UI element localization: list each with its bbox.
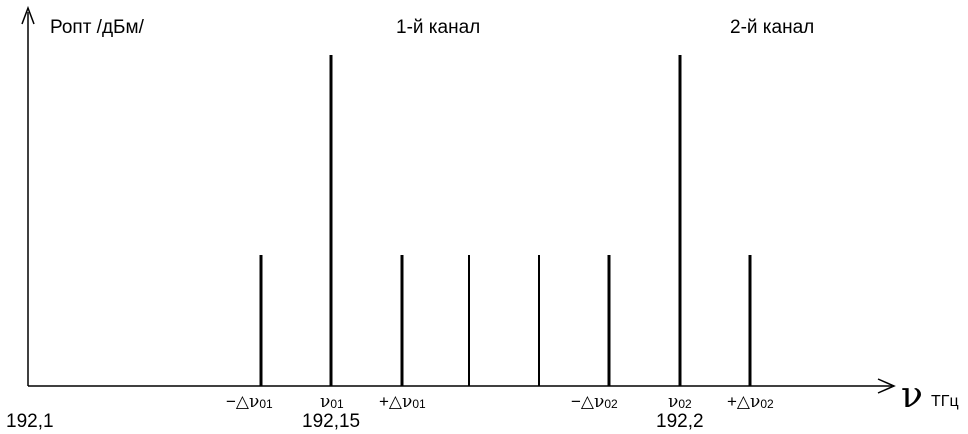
- tick-plus-dv01: +△ν01: [379, 393, 426, 411]
- tick-plus-dv02: +△ν02: [727, 393, 774, 411]
- tick-minus-dv02: −△ν02: [571, 393, 618, 411]
- channel-1-label: 1-й канал: [396, 17, 481, 38]
- tick-v02-nu: ν: [668, 392, 679, 412]
- x-axis-arrowhead: [877, 378, 896, 394]
- tick-v02-sub: 02: [678, 397, 692, 411]
- tick-minus-dv01: −△ν01: [226, 393, 273, 411]
- tick-minus-dv01-nu: ν: [249, 392, 260, 412]
- tick-minus-dv02-sub: 02: [604, 397, 618, 411]
- freq-label-192-1: 192,1: [6, 411, 54, 432]
- freq-label-192-15: 192,15: [302, 411, 361, 432]
- tick-minus-dv01-sign: −△: [226, 392, 250, 411]
- tick-plus-dv01-nu: ν: [402, 392, 413, 412]
- x-axis-unit: ТГц: [931, 393, 959, 410]
- channel-2-label: 2-й канал: [730, 17, 815, 38]
- tick-minus-dv02-sign: −△: [571, 392, 595, 411]
- tick-minus-dv01-sub: 01: [259, 397, 273, 411]
- tick-v01: ν01: [320, 393, 344, 411]
- y-axis-label: Ропт /дБм/: [50, 17, 144, 38]
- tick-minus-dv02-nu: ν: [594, 392, 605, 412]
- tick-v02: ν02: [668, 393, 692, 411]
- tick-plus-dv01-sub: 01: [412, 397, 426, 411]
- x-axis-symbol: ν: [901, 375, 923, 416]
- freq-label-192-2: 192,2: [656, 411, 704, 432]
- y-axis-arrowhead: [21, 5, 35, 25]
- tick-plus-dv01-sign: +△: [379, 392, 403, 411]
- tick-plus-dv02-nu: ν: [750, 392, 761, 412]
- tick-plus-dv02-sign: +△: [727, 392, 751, 411]
- tick-plus-dv02-sub: 02: [760, 397, 774, 411]
- tick-v01-sub: 01: [330, 397, 344, 411]
- tick-v01-nu: ν: [320, 392, 331, 412]
